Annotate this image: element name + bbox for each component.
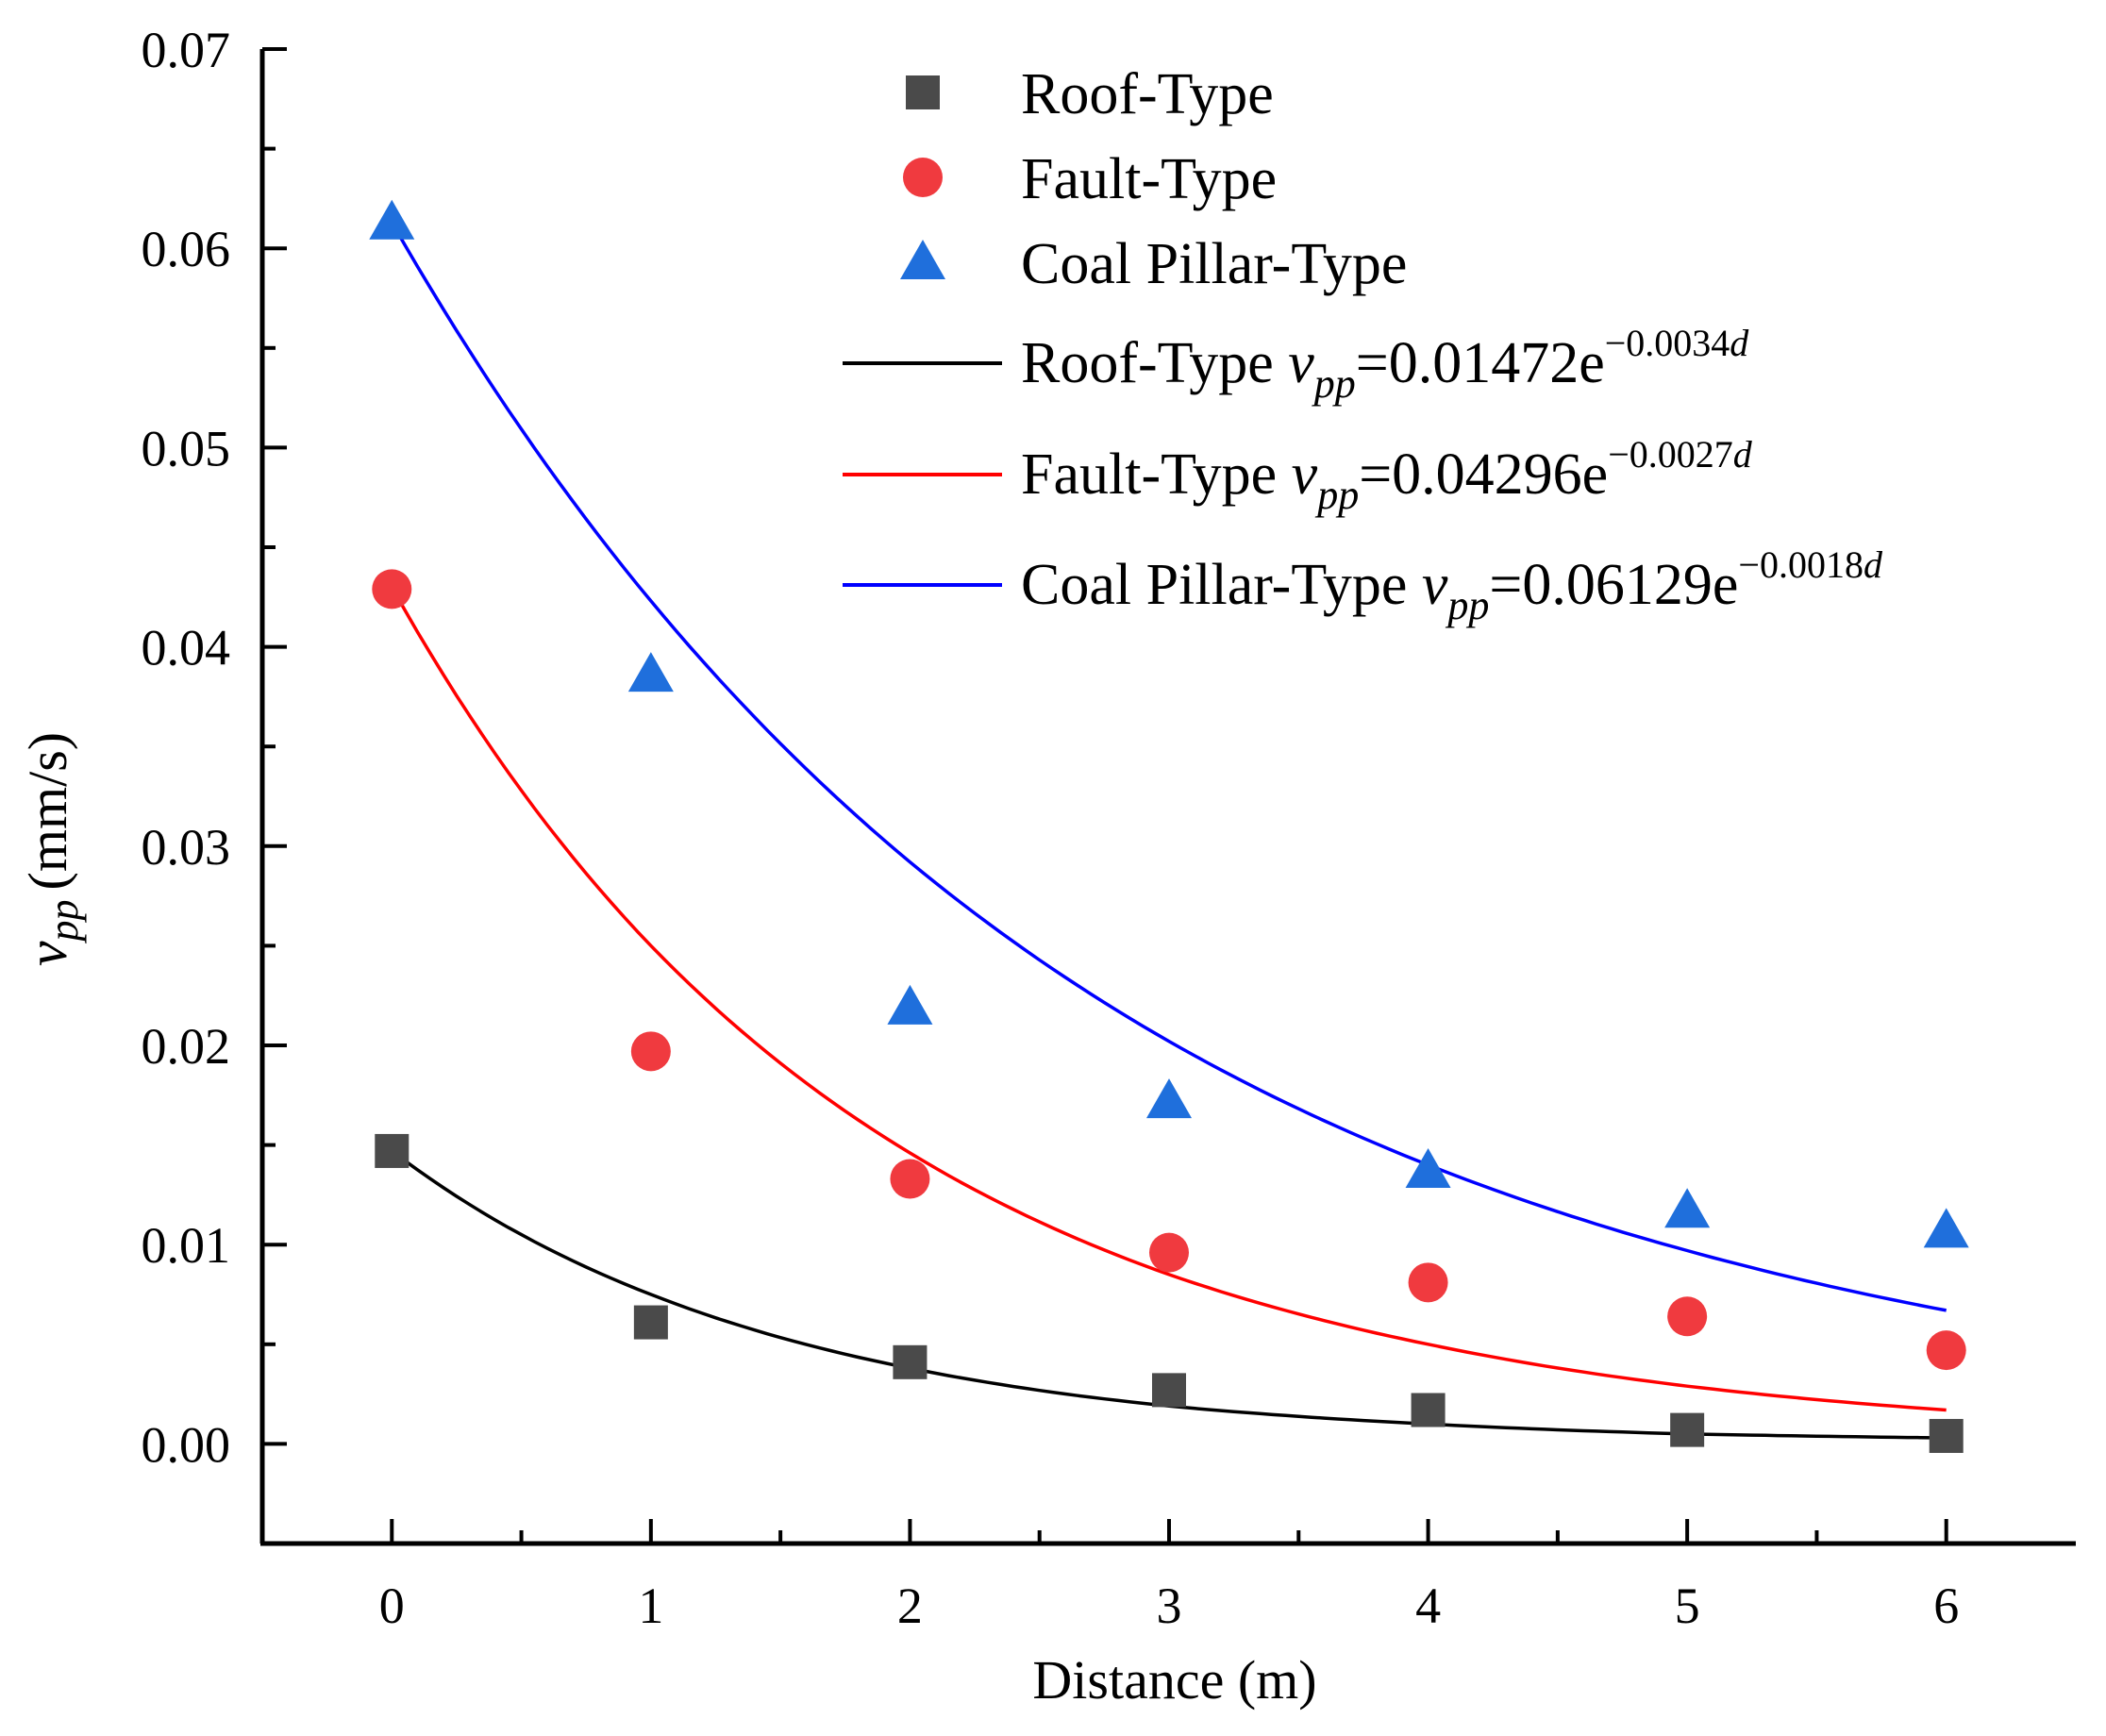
x-tick-label: 0	[379, 1577, 405, 1634]
y-tick-label: 0.05	[142, 420, 231, 476]
point-fault-type	[630, 1031, 671, 1072]
legend-fit-label-roof-type: Roof-Type vpp=0.01472e−0.0034d	[1021, 322, 1749, 407]
point-coal-pillar-type	[1405, 1148, 1451, 1189]
legend: Roof-Type Fault-Type Coal Pillar-Type Roof-…	[843, 62, 1883, 628]
point-roof-type	[1411, 1393, 1446, 1427]
point-fault-type	[1149, 1232, 1189, 1273]
x-tick-label: 5	[1675, 1577, 1700, 1634]
x-axis-label: Distance (m)	[1032, 1649, 1316, 1711]
fit-line-fault-type	[390, 586, 1947, 1412]
y-tick-label: 0.01	[142, 1217, 231, 1274]
point-fault-type	[1926, 1330, 1966, 1371]
markers	[369, 199, 1969, 1453]
y-tick-label: 0.02	[142, 1018, 231, 1075]
point-coal-pillar-type	[1146, 1078, 1192, 1119]
legend-marker-roof-type	[906, 75, 940, 109]
point-fault-type	[1667, 1296, 1708, 1337]
x-tick-label: 6	[1933, 1577, 1959, 1634]
point-coal-pillar-type	[887, 984, 933, 1025]
y-axis-label-subscript: pp	[41, 899, 87, 943]
legend-label-fault-type: Fault-Type	[1021, 147, 1277, 211]
point-roof-type	[1670, 1412, 1705, 1447]
point-roof-type	[1929, 1418, 1964, 1453]
fit-line-coal-pillar-type	[390, 221, 1947, 1312]
y-tick-label: 0.03	[142, 819, 231, 876]
y-axis-label-symbol: v	[16, 941, 78, 966]
point-coal-pillar-type	[1664, 1188, 1711, 1228]
y-tick-label: 0.04	[142, 620, 231, 676]
legend-fit-label-coal-pillar-type: Coal Pillar-Type vpp=0.06129e−0.0018d	[1021, 543, 1883, 628]
point-fault-type	[1408, 1262, 1448, 1303]
point-coal-pillar-type	[1923, 1208, 1969, 1248]
legend-marker-fault-type	[903, 158, 943, 197]
x-tick-label: 3	[1157, 1577, 1182, 1634]
point-fault-type	[372, 569, 412, 609]
point-fault-type	[890, 1159, 930, 1199]
ticks: 0.00 0.01 0.02 0.03 0.04 0.05 0.06 0.07 0 1 2 3 4 5 6	[142, 22, 1960, 1634]
point-coal-pillar-type	[369, 199, 415, 240]
legend-label-coal-pillar-type: Coal Pillar-Type	[1021, 232, 1407, 296]
y-tick-label: 0.00	[142, 1416, 231, 1473]
point-roof-type	[1152, 1373, 1186, 1408]
point-roof-type	[375, 1133, 410, 1168]
point-roof-type	[633, 1305, 668, 1340]
x-tick-label: 4	[1415, 1577, 1441, 1634]
legend-fit-label-fault-type: Fault-Type vpp=0.04296e−0.0027d	[1021, 433, 1753, 518]
y-tick-label: 0.07	[142, 22, 231, 78]
point-roof-type	[893, 1344, 928, 1379]
x-tick-label: 1	[638, 1577, 663, 1634]
legend-label-roof-type: Roof-Type	[1021, 62, 1274, 126]
legend-marker-coal-pillar-type	[900, 240, 945, 279]
y-tick-label: 0.06	[142, 221, 231, 277]
x-tick-label: 2	[897, 1577, 923, 1634]
y-axis-label: vpp (mm/s)	[16, 732, 87, 966]
point-coal-pillar-type	[627, 652, 674, 693]
y-axis-label-units: (mm/s)	[17, 732, 78, 891]
